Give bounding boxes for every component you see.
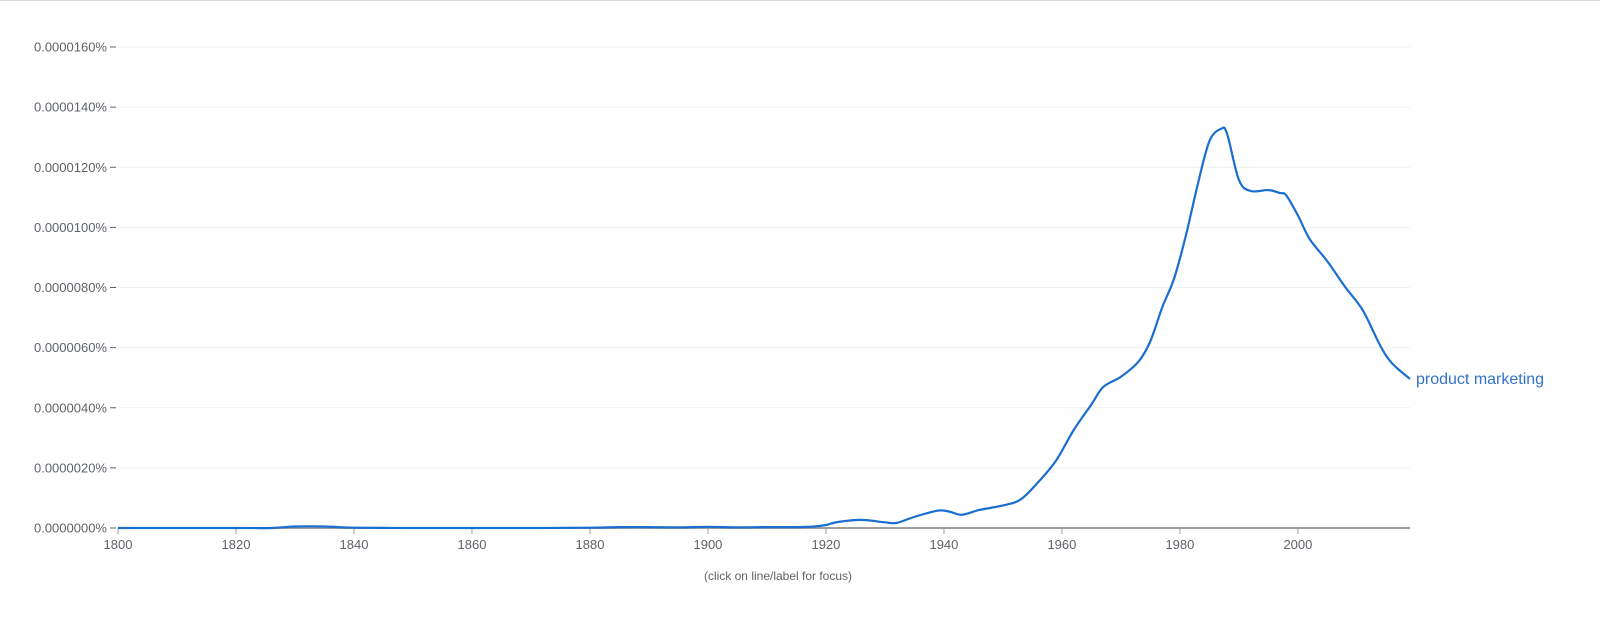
x-axis: 1800 1820 1840 1860 1880 1900 1920 1940 1960 1980… (104, 527, 1410, 552)
x-tick-label: 1860 (458, 537, 487, 552)
y-axis: 0.0000000% 0.0000020% 0.0000040% 0.0000060%… (34, 40, 116, 536)
x-tick-label: 1840 (340, 537, 369, 552)
y-tick-label: 0.0000080% (34, 280, 107, 295)
x-tick-label: 1900 (693, 537, 722, 552)
y-tick-label: 0.0000100% (34, 220, 107, 235)
y-tick-label: 0.0000120% (34, 160, 107, 175)
series-layer[interactable]: product marketing (118, 126, 1544, 530)
y-tick-label: 0.0000140% (34, 100, 107, 115)
x-tick-label: 1800 (104, 537, 133, 552)
y-tick-label: 0.0000060% (34, 340, 107, 355)
series-label[interactable]: product marketing (1416, 371, 1544, 388)
series-line[interactable] (118, 126, 1411, 530)
x-tick-label: 1980 (1165, 537, 1194, 552)
y-tick-label: 0.0000020% (34, 460, 107, 475)
y-tick-label: 0.0000160% (34, 40, 107, 55)
x-tick-label: 1960 (1047, 537, 1076, 552)
focus-hint: (click on line/label for focus) (703, 569, 853, 583)
y-tick-label: 0.0000040% (34, 400, 107, 415)
x-tick-label: 1820 (222, 537, 251, 552)
x-tick-label: 1940 (929, 537, 958, 552)
gridlines (118, 46, 1410, 469)
x-tick-label: 1920 (811, 537, 840, 552)
x-tick-label: 1880 (576, 537, 605, 552)
y-tick-label: 0.0000000% (34, 521, 107, 536)
x-tick-label: 2000 (1283, 537, 1312, 552)
